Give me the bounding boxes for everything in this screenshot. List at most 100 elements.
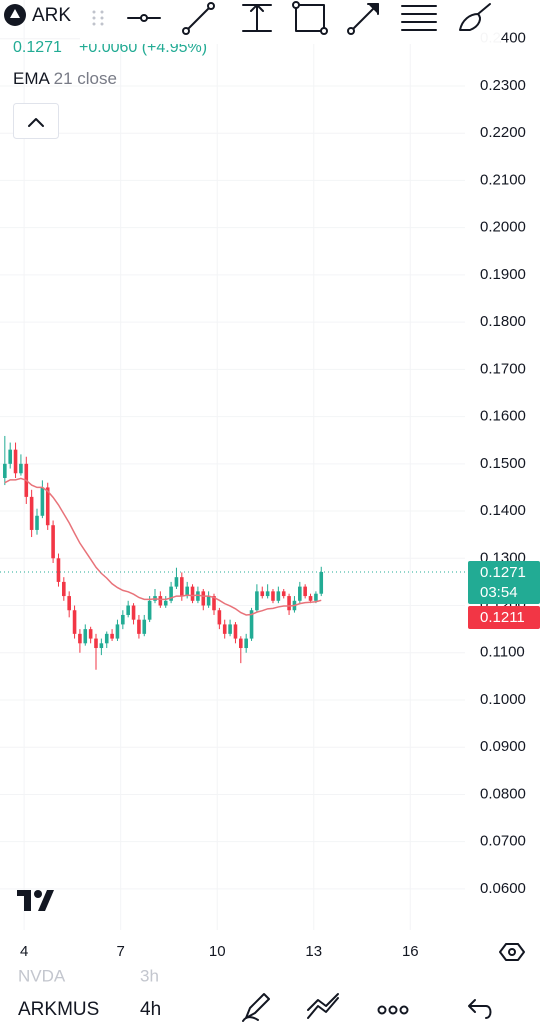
last-price: 0.1271 [13,39,62,56]
candle-body [308,596,313,601]
grid [0,0,465,930]
candle-body [126,605,130,615]
ema-line [4,477,322,616]
tool-fib[interactable] [401,5,437,31]
candle-body [287,596,291,611]
candle-body [265,591,270,597]
y-tick-label: 0.2000 [480,219,526,236]
ghost-interval: 3h [140,966,159,985]
chevron-up [28,118,44,127]
y-tick-label: 0.1600 [480,408,526,425]
candle-body [222,624,227,634]
candle-body [271,591,275,601]
candle-body [13,449,18,474]
candle-body [35,515,39,530]
tool-rectangle[interactable] [292,1,328,35]
more-button[interactable] [377,1005,409,1015]
y-tick-label: 0.0700 [480,833,526,850]
y-tick-label: 0.1500 [480,455,526,472]
tool-horizontal-line[interactable] [127,14,161,22]
last-price-box [468,560,540,604]
ema-price-box [468,605,540,629]
candle-body [137,619,141,634]
drag-handle [92,10,104,26]
candle-body [163,600,168,606]
collapse-button[interactable] [13,103,59,139]
tool-trend-line[interactable] [182,2,215,35]
candle-body [142,619,147,634]
candle-body [56,558,61,582]
candle-body [3,463,7,478]
candle-body [228,624,232,634]
symbol[interactable]: ARK [32,5,71,26]
candle-body [212,596,216,611]
undo-button[interactable] [468,999,492,1019]
tool-price-range[interactable] [242,4,272,32]
y-tick-label: 0.1800 [480,313,526,330]
tool-arrow[interactable] [347,3,379,35]
y-tick-label: 0.2100 [480,171,526,188]
candle-body [40,487,45,516]
candle-body [180,577,184,597]
candle-body [174,577,179,587]
indicator-name: EMA [13,69,51,88]
candle-body [190,586,195,601]
candle-body [88,629,93,639]
y-tick-label: 0.1000 [480,691,526,708]
candle-body [94,638,98,649]
candle-body [19,463,23,474]
settings-dot [508,948,516,956]
candle-body [206,596,211,606]
candle-body [115,624,120,639]
draw-button[interactable] [242,993,270,1022]
footer-symbol[interactable]: ARKMUS [18,999,99,1020]
candle-body [201,591,206,606]
x-tick-label: 10 [209,943,226,960]
candle-body [319,571,324,594]
candle-body [104,633,109,644]
tool-brush[interactable] [459,3,491,31]
candle-body [158,596,163,606]
y-tick-label: 0.2200 [480,124,526,141]
candle-body [233,624,238,639]
candle-body [29,496,34,530]
candle-body [239,638,243,649]
candle-body [8,449,13,464]
y-tick-label: 0.0600 [480,880,526,897]
candle-body [298,586,302,601]
y-axis: 0.0600 0.0700 0.0800 0.0900 0.1000 0.1100 0.12… [20,30,526,960]
candle-body [276,591,281,601]
candle-body [67,596,71,611]
candle-body [260,591,265,597]
ema-price-label: 0.1211 [480,609,525,626]
y-tick-label: 0.1900 [480,266,526,283]
candle-body [185,586,189,597]
candle-body [110,633,114,639]
countdown-label: 03:54 [480,584,518,601]
price-labels: 0.1271 03:54 0.1211 [468,560,540,629]
indicators-button[interactable] [307,993,339,1019]
candle-body [249,610,254,639]
logo-glyph [10,9,20,18]
x-tick-label: 16 [402,943,419,960]
candle-body [121,614,125,625]
candle-body [244,638,248,649]
plot [0,435,468,670]
indicator-params: 21 close [54,69,117,88]
tv-logo [17,890,54,911]
y-tick-label: 0.0900 [480,738,526,755]
indicator-legend[interactable]: EMA 21 close [13,69,117,88]
chart-settings[interactable] [499,943,525,961]
candle-body [169,586,173,601]
y-tick-label: 0.1700 [480,360,526,377]
candle-body [217,610,222,625]
x-tick-label: 13 [305,943,322,960]
ghost-symbol: NVDA [18,966,66,985]
candle-body [196,591,200,601]
footer-interval[interactable]: 4h [140,999,161,1020]
candle-body [131,605,136,620]
candle-body [83,629,88,644]
candle-body [99,643,104,649]
